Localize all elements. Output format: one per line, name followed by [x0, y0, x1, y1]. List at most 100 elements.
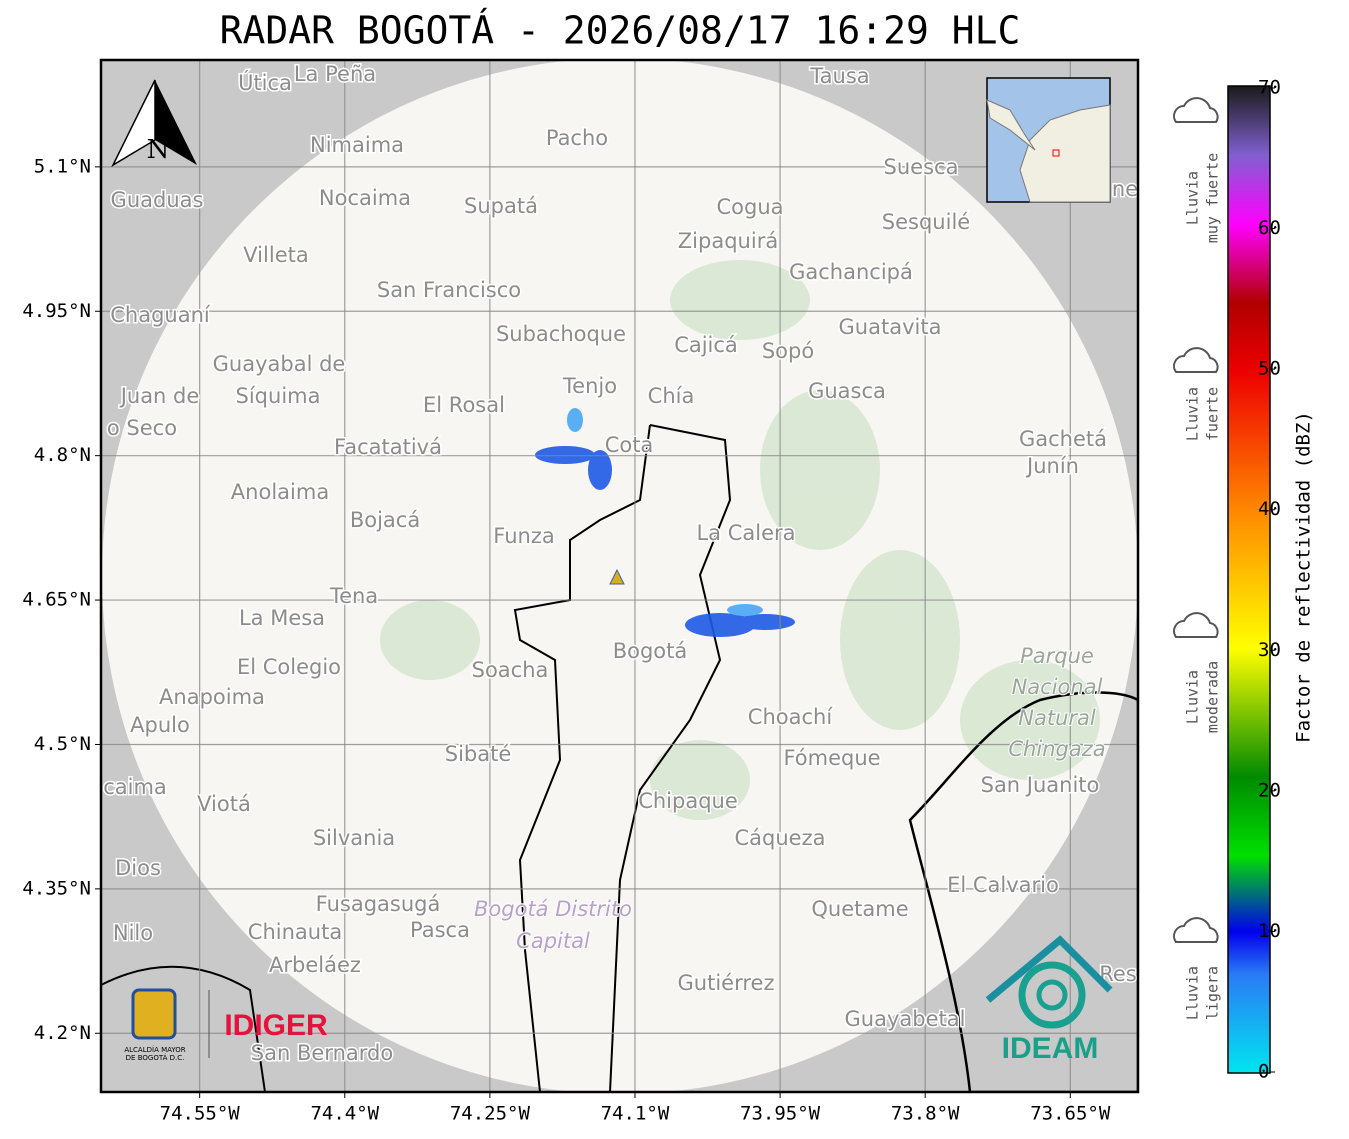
- place-label: Arbeláez: [269, 953, 361, 977]
- place-label: Guatavita: [839, 315, 942, 339]
- x-tick-label: 74.4°W: [310, 1103, 379, 1125]
- place-label: La Mesa: [239, 606, 325, 630]
- place-label: El Calvario: [947, 873, 1059, 897]
- x-tick-label: 73.95°W: [740, 1103, 821, 1125]
- place-label: ne: [1112, 177, 1138, 201]
- rain-category: Lluvia ligera: [1173, 917, 1222, 1020]
- place-label: Facatativá: [334, 435, 442, 459]
- y-tick-label: 4.95°N: [22, 300, 91, 322]
- colorbar-tick-label: 0: [1258, 1061, 1269, 1083]
- title: RADAR BOGOTÁ - 2026/08/17 16:29 HLC: [220, 9, 1021, 53]
- place-label: Fusagasugá: [316, 892, 441, 916]
- logo-ideam: IDEAM: [985, 935, 1113, 1065]
- rain-category: Lluvia fuerte: [1173, 347, 1222, 441]
- category-label: fuerte: [1204, 387, 1222, 441]
- cloud-icon: [1173, 612, 1219, 638]
- logo-text: IDEAM: [1002, 1032, 1099, 1065]
- map-layer: Útica La Peña Tausa Pacho Nimaima Guaduas Noca…: [101, 60, 1138, 1092]
- place-label: Tenjo: [562, 374, 617, 398]
- district-boundary: [513, 424, 732, 1092]
- place-label: Subachoque: [496, 322, 626, 346]
- place-label: o Seco: [107, 416, 177, 440]
- radar-site: [609, 568, 625, 585]
- boundary: [908, 691, 1138, 1092]
- inset-map: [986, 77, 1111, 203]
- place-label: Funza: [493, 524, 554, 548]
- colorbar-tick-label: 20: [1258, 779, 1281, 801]
- place-label: Gachetá: [1019, 427, 1107, 451]
- place-label: El Colegio: [237, 655, 341, 679]
- place-label: Apulo: [130, 713, 190, 737]
- place-label: Cajicá: [674, 333, 738, 357]
- place-label: La Peña: [294, 62, 376, 86]
- colorbar-tick-label: 30: [1258, 639, 1281, 661]
- colorbar-tick-label: 60: [1258, 217, 1281, 239]
- logo-text: ALCALDÍA MAYOR: [124, 1045, 185, 1054]
- rain-category: Lluvia moderada: [1173, 612, 1222, 733]
- place-label: Nimaima: [310, 133, 404, 157]
- area-label: Nacional: [1012, 675, 1103, 699]
- x-tick-label: 74.55°W: [160, 1103, 241, 1125]
- area-label: Capital: [516, 929, 590, 953]
- place-label: Anapoima: [159, 685, 265, 709]
- place-label: Fómeque: [783, 746, 880, 770]
- place-label: Tena: [329, 584, 378, 608]
- area-label: Natural: [1018, 706, 1096, 730]
- cloud-icon: [1173, 97, 1219, 123]
- place-label: Bojacá: [350, 508, 420, 532]
- colorbar: [1227, 85, 1271, 1074]
- area-label: Bogotá Distrito: [474, 897, 632, 921]
- y-tick-label: 4.5°N: [34, 733, 91, 755]
- boundary-sw: [101, 965, 266, 1092]
- place-label: Sopó: [762, 339, 814, 363]
- place-label: Juan de: [119, 384, 200, 408]
- logo-alcaldia: ALCALDÍA MAYOR DE BOGOTÁ D.C. IDIGER: [124, 988, 328, 1062]
- y-tick-label: 4.65°N: [22, 589, 91, 611]
- category-label: muy fuerte: [1204, 153, 1222, 243]
- place-label: Viotá: [197, 792, 251, 816]
- place-label: Cogua: [716, 195, 783, 219]
- category-label: ligera: [1204, 966, 1222, 1020]
- colorbar-tick-label: 10: [1258, 920, 1281, 942]
- place-label: San Bernardo: [251, 1041, 393, 1065]
- place-label: Gutiérrez: [678, 971, 775, 995]
- place-label: Guaduas: [111, 188, 204, 212]
- place-label: caima: [103, 775, 167, 799]
- place-label: Suesca: [884, 155, 959, 179]
- north-label: N: [147, 135, 170, 165]
- place-label: Dios: [115, 856, 161, 880]
- place-label: Villeta: [243, 243, 308, 267]
- colorbar-tick-label: 50: [1258, 358, 1281, 380]
- y-tick-label: 4.2°N: [34, 1022, 91, 1044]
- place-label: Tausa: [809, 64, 869, 88]
- place-label: Junín: [1025, 454, 1079, 478]
- place-label: Chinauta: [248, 920, 342, 944]
- place-label: Guayabal de: [213, 352, 346, 376]
- place-label: Nocaima: [319, 186, 411, 210]
- place-label: Sibaté: [445, 742, 512, 766]
- place-label: Choachí: [748, 705, 834, 729]
- logo-text: IDIGER: [224, 1009, 328, 1042]
- y-tick-label: 4.35°N: [22, 877, 91, 899]
- colorbar-tick-label: 40: [1258, 498, 1281, 520]
- category-label: Lluvia: [1184, 966, 1202, 1020]
- rain-category: Lluvia muy fuerte: [1173, 97, 1222, 243]
- place-label: Pasca: [410, 918, 470, 942]
- place-label: La Calera: [696, 521, 795, 545]
- place-label: Guayabetal: [845, 1007, 966, 1031]
- place-label: Chaguaní: [110, 303, 211, 327]
- cloud-icon: [1173, 917, 1219, 943]
- x-tick-label: 73.8°W: [891, 1103, 960, 1125]
- cloud-icon: [1173, 347, 1219, 373]
- category-label: moderada: [1204, 661, 1222, 733]
- place-label: Silvania: [313, 826, 395, 850]
- place-label: San Francisco: [377, 278, 521, 302]
- place-label: Gachancipá: [789, 260, 913, 284]
- colorbar-label: Factor de reflectividad (dBZ): [1293, 411, 1315, 743]
- place-label: Guasca: [808, 379, 886, 403]
- place-label: Sesquilé: [882, 210, 970, 234]
- terrain: [380, 260, 1100, 820]
- area-label: Parque: [1020, 644, 1094, 668]
- place-label: Chipaque: [638, 789, 738, 813]
